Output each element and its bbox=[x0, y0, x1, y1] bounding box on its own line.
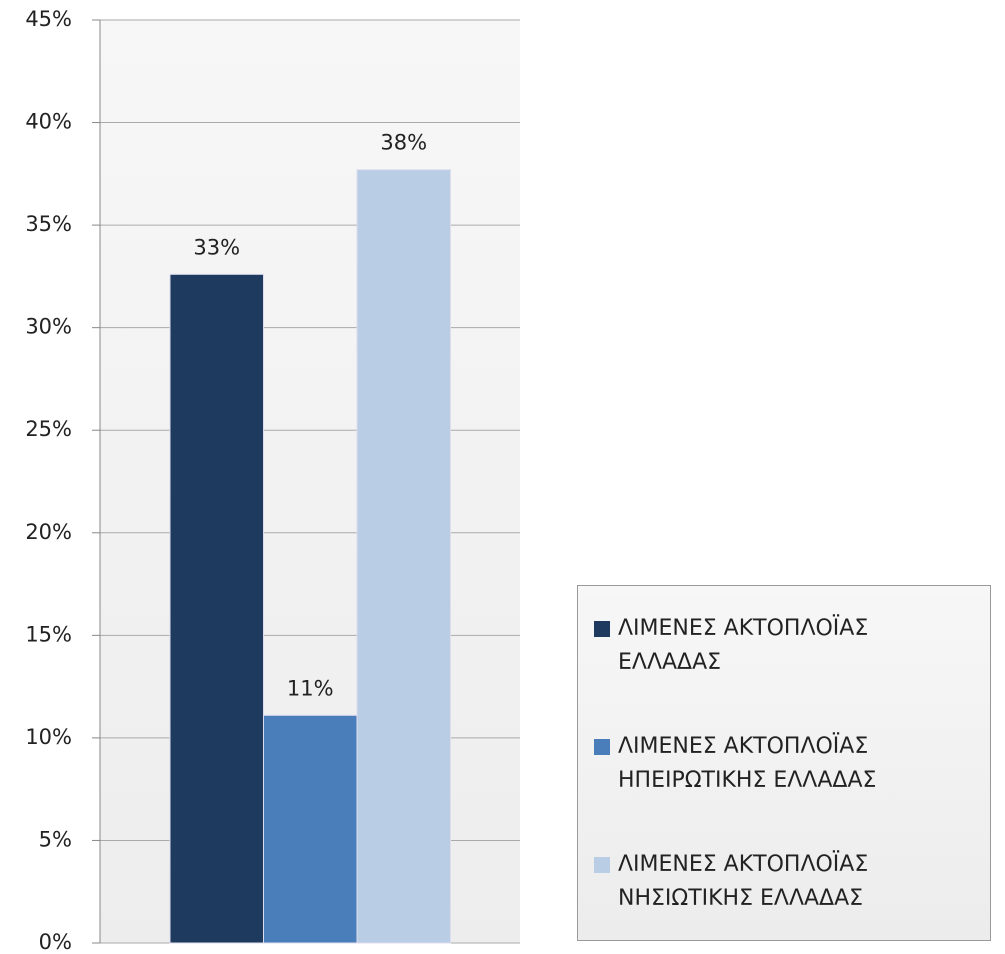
legend-label: ΛΙΜΕΝΕΣ ΑΚΤΟΠΛΟΪΑΣ ΗΠΕΙΡΩΤΙΚΗΣ ΕΛΛΑΔΑΣ bbox=[618, 734, 877, 793]
legend-entry: ΛΙΜΕΝΕΣ ΑΚΤΟΠΛΟΪΑΣ ΕΛΛΑΔΑΣ bbox=[594, 612, 948, 680]
legend-label: ΛΙΜΕΝΕΣ ΑΚΤΟΠΛΟΪΑΣ ΝΗΣΙΩΤΙΚΗΣ ΕΛΛΑΔΑΣ bbox=[618, 852, 869, 911]
legend-label: ΛΙΜΕΝΕΣ ΑΚΤΟΠΛΟΪΑΣ ΕΛΛΑΔΑΣ bbox=[618, 616, 869, 675]
y-tick-label: 45% bbox=[25, 7, 72, 31]
legend-swatch bbox=[594, 739, 610, 755]
y-tick-label: 15% bbox=[25, 622, 72, 646]
bar bbox=[169, 273, 264, 944]
bar bbox=[263, 714, 358, 944]
bar bbox=[356, 169, 451, 944]
legend: ΛΙΜΕΝΕΣ ΑΚΤΟΠΛΟΪΑΣ ΕΛΛΑΔΑΣ ΛΙΜΕΝΕΣ ΑΚΤΟΠΛ… bbox=[577, 585, 991, 941]
legend-entry: ΛΙΜΕΝΕΣ ΑΚΤΟΠΛΟΪΑΣ ΗΠΕΙΡΩΤΙΚΗΣ ΕΛΛΑΔΑΣ bbox=[594, 730, 948, 798]
data-label: 38% bbox=[380, 131, 427, 155]
legend-entry: ΛΙΜΕΝΕΣ ΑΚΤΟΠΛΟΪΑΣ ΝΗΣΙΩΤΙΚΗΣ ΕΛΛΑΔΑΣ bbox=[594, 848, 948, 916]
y-tick-label: 30% bbox=[25, 315, 72, 339]
y-tick-label: 10% bbox=[25, 725, 72, 749]
legend-swatch bbox=[594, 621, 610, 637]
y-tick-label: 25% bbox=[25, 417, 72, 441]
y-tick-label: 40% bbox=[25, 110, 72, 134]
y-tick-label: 35% bbox=[25, 212, 72, 236]
data-label: 11% bbox=[287, 676, 334, 700]
y-tick-label: 0% bbox=[39, 930, 72, 954]
data-label: 33% bbox=[193, 235, 240, 259]
y-tick-label: 5% bbox=[39, 827, 72, 851]
y-tick-label: 20% bbox=[25, 520, 72, 544]
legend-swatch bbox=[594, 857, 610, 873]
